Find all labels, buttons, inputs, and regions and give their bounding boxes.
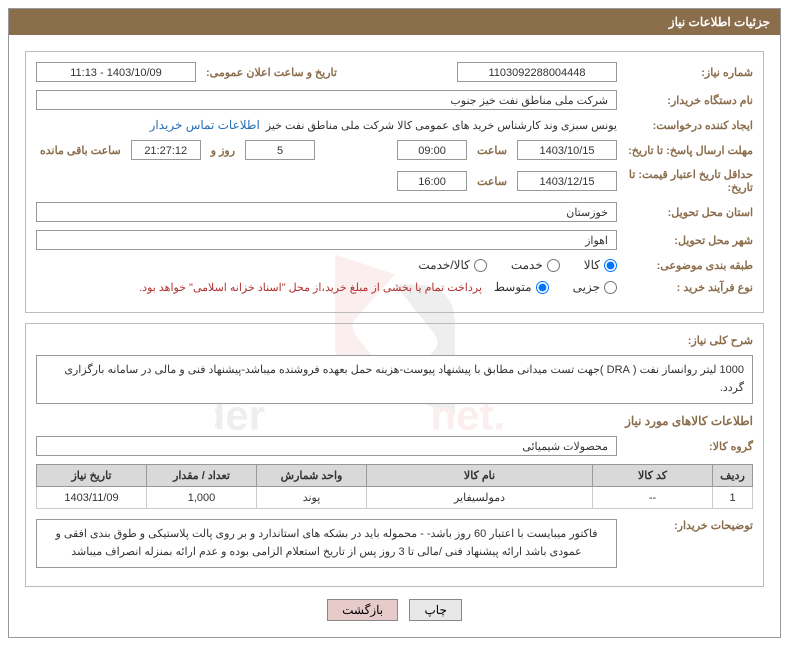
time-left-label: ساعت باقی مانده bbox=[36, 144, 125, 157]
category-radios: کالا خدمت کالا/خدمت bbox=[418, 258, 617, 272]
process-label: نوع فرآیند خرید : bbox=[623, 281, 753, 294]
category-radio-2[interactable]: کالا/خدمت bbox=[418, 258, 486, 272]
contact-link[interactable]: اطلاعات تماس خریدار bbox=[150, 118, 260, 132]
reply-time-value: 09:00 bbox=[397, 140, 467, 160]
print-button[interactable]: چاپ bbox=[409, 599, 461, 621]
process-radio-0[interactable]: جزیی bbox=[573, 280, 617, 294]
buyer-org-value: شرکت ملی مناطق نفت خیز جنوب bbox=[36, 90, 617, 110]
requester-label: ایجاد کننده درخواست: bbox=[623, 119, 753, 132]
desc-fieldset: شرح کلی نیاز: 1000 لیتر روانساز نفت ( DR… bbox=[25, 323, 764, 587]
general-desc-value: 1000 لیتر روانساز نفت ( DRA )جهت تست مید… bbox=[36, 355, 753, 404]
back-button[interactable]: بازگشت bbox=[327, 599, 398, 621]
general-desc-label: شرح کلی نیاز: bbox=[623, 334, 753, 347]
price-validity-label: حداقل تاریخ اعتبار قیمت: تا تاریخ: bbox=[623, 168, 753, 194]
buyer-notes-value: فاکتور میبایست با اعتبار 60 روز باشد- - … bbox=[36, 519, 617, 568]
goods-section-title: اطلاعات کالاهای مورد نیاز bbox=[36, 414, 753, 428]
province-label: استان محل تحویل: bbox=[623, 206, 753, 219]
td-qty: 1,000 bbox=[147, 487, 257, 509]
goods-group-value: محصولات شیمیائی bbox=[36, 436, 617, 456]
main-fieldset: شماره نیاز: 1103092288004448 تاریخ و ساع… bbox=[25, 51, 764, 313]
countdown-value: 21:27:12 bbox=[131, 140, 201, 160]
details-panel: جزئیات اطلاعات نیاز ProTender .net شماره… bbox=[8, 8, 781, 638]
hour-label-1: ساعت bbox=[473, 144, 511, 157]
buyer-org-label: نام دستگاه خریدار: bbox=[623, 94, 753, 107]
table-header-row: ردیف کد کالا نام کالا واحد شمارش تعداد /… bbox=[37, 465, 753, 487]
th-row: ردیف bbox=[713, 465, 753, 487]
goods-table: ردیف کد کالا نام کالا واحد شمارش تعداد /… bbox=[36, 464, 753, 509]
days-and-label: روز و bbox=[207, 144, 239, 157]
td-date: 1403/11/09 bbox=[37, 487, 147, 509]
process-note: پرداخت تمام یا بخشی از مبلغ خرید،از محل … bbox=[139, 281, 482, 294]
need-no-value: 1103092288004448 bbox=[457, 62, 617, 82]
price-time-value: 16:00 bbox=[397, 171, 467, 191]
category-radio-0[interactable]: کالا bbox=[584, 258, 617, 272]
requester-value: یونس سبزی وند کارشناس خرید های عمومی کال… bbox=[266, 119, 617, 132]
reply-date-value: 1403/10/15 bbox=[517, 140, 617, 160]
table-row: 1 -- دمولسیفایر پوند 1,000 1403/11/09 bbox=[37, 487, 753, 509]
buyer-notes-label: توضیحات خریدار: bbox=[623, 519, 753, 532]
th-date: تاریخ نیاز bbox=[37, 465, 147, 487]
announce-dt-value: 1403/10/09 - 11:13 bbox=[36, 62, 196, 82]
th-qty: تعداد / مقدار bbox=[147, 465, 257, 487]
province-value: خوزستان bbox=[36, 202, 617, 222]
process-radios: جزیی متوسط bbox=[494, 280, 617, 294]
days-left-value: 5 bbox=[245, 140, 315, 160]
th-code: کد کالا bbox=[593, 465, 713, 487]
category-label: طبقه بندی موضوعی: bbox=[623, 259, 753, 272]
city-label: شهر محل تحویل: bbox=[623, 234, 753, 247]
th-unit: واحد شمارش bbox=[257, 465, 367, 487]
goods-group-label: گروه کالا: bbox=[623, 440, 753, 453]
td-unit: پوند bbox=[257, 487, 367, 509]
hour-label-2: ساعت bbox=[473, 175, 511, 188]
process-radio-1[interactable]: متوسط bbox=[494, 280, 549, 294]
td-row: 1 bbox=[713, 487, 753, 509]
button-row: چاپ بازگشت bbox=[25, 599, 764, 621]
category-radio-1[interactable]: خدمت bbox=[511, 258, 560, 272]
td-code: -- bbox=[593, 487, 713, 509]
announce-dt-label: تاریخ و ساعت اعلان عمومی: bbox=[202, 66, 451, 79]
th-name: نام کالا bbox=[367, 465, 593, 487]
price-date-value: 1403/12/15 bbox=[517, 171, 617, 191]
city-value: اهواز bbox=[36, 230, 617, 250]
td-name: دمولسیفایر bbox=[367, 487, 593, 509]
panel-title: جزئیات اطلاعات نیاز bbox=[9, 9, 780, 35]
reply-deadline-label: مهلت ارسال پاسخ: تا تاریخ: bbox=[623, 144, 753, 157]
need-no-label: شماره نیاز: bbox=[623, 66, 753, 79]
